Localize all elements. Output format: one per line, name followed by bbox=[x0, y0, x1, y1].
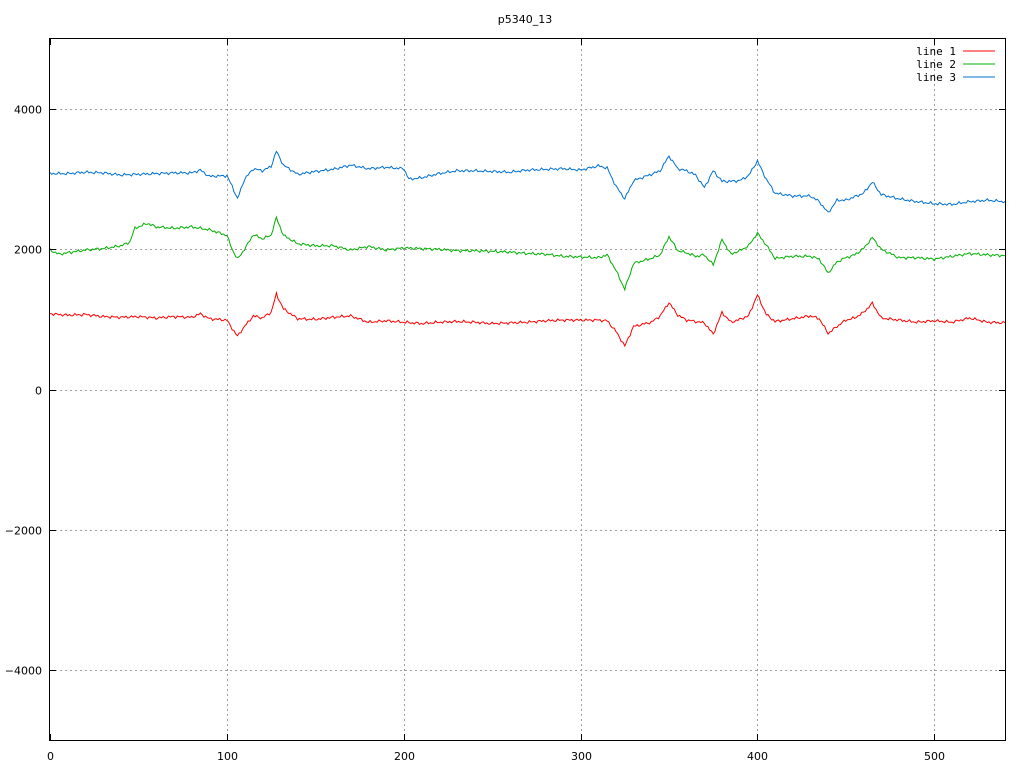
series-2-line bbox=[49, 215, 1006, 292]
series-lines bbox=[49, 150, 1006, 348]
chart-title: p5340_13 bbox=[498, 13, 552, 26]
legend-label: line 3 bbox=[916, 71, 956, 84]
y-tick-label: 4000 bbox=[14, 104, 42, 117]
y-tick-label: 2000 bbox=[14, 244, 42, 257]
series-1-line bbox=[50, 290, 1006, 348]
y-tick-label: 0 bbox=[35, 385, 42, 398]
x-tick-label: 100 bbox=[217, 750, 238, 763]
x-tick-label: 400 bbox=[747, 750, 768, 763]
y-tick-label: −4000 bbox=[5, 665, 42, 678]
x-tick-label: 200 bbox=[394, 750, 415, 763]
legend-label: line 1 bbox=[916, 45, 956, 58]
x-tick-label: 300 bbox=[571, 750, 592, 763]
x-tick-label: 500 bbox=[924, 750, 945, 763]
y-axis-ticks: −4000 −2000 0 2000 4000 bbox=[5, 104, 1005, 678]
x-axis-ticks: 0 100 200 300 400 500 bbox=[47, 39, 945, 763]
plot-frame bbox=[49, 38, 1006, 741]
series-3-line bbox=[49, 150, 1006, 213]
legend-label: line 2 bbox=[916, 58, 956, 71]
grid bbox=[50, 39, 1005, 740]
x-tick-label: 0 bbox=[47, 750, 54, 763]
y-tick-label: −2000 bbox=[5, 525, 42, 538]
